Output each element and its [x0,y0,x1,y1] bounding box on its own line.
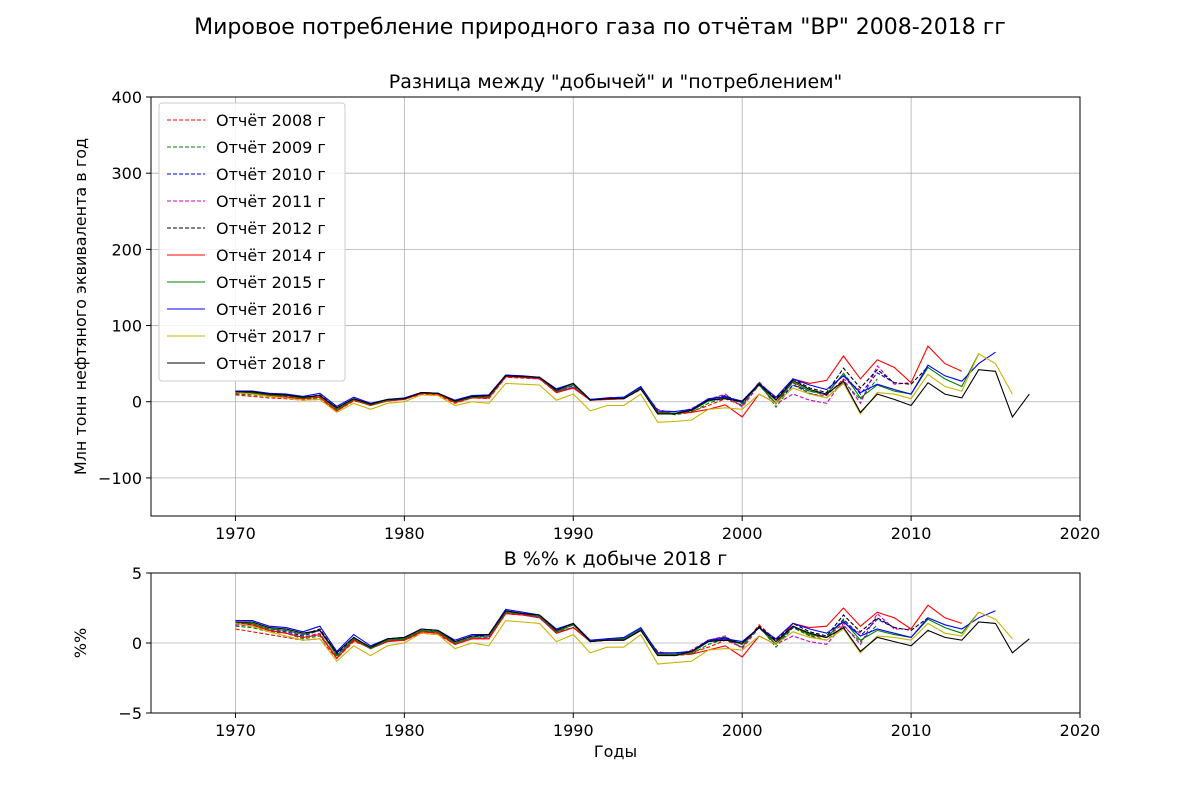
series-line-top-9 [235,352,1013,423]
x-tick-label: 2000 [722,524,763,543]
legend-label: Отчёт 2008 г [216,111,326,130]
legend-label: Отчёт 2014 г [216,246,326,265]
x-tick-label: 1970 [215,524,256,543]
y-tick-label: 400 [111,88,142,107]
legend-label: Отчёт 2011 г [216,192,326,211]
grid-bottom [151,572,1081,714]
figure-title: Мировое потребление природного газа по о… [194,15,1006,40]
y-axis-label-bottom: %% [71,628,90,658]
x-tick-label: 1990 [553,721,594,740]
series-line-bottom-7 [235,611,980,657]
x-tick-label: 2020 [1060,524,1101,543]
series-line-top-10 [235,369,1030,419]
y-tick-label: 5 [132,564,142,583]
legend: Отчёт 2008 г Отчёт 2009 г Отчёт 2010 г Отчё… [158,102,346,382]
series-line-bottom-9 [235,611,1013,665]
y-axis-label-top: Млн тонн нефтяного эквивалента в год [71,138,90,475]
y-tick-label: −100 [98,469,142,488]
series-line-bottom-8 [235,608,996,654]
y-tick-label: −5 [118,704,142,723]
chart-title-top: Разница между "добычей" и "потреблением" [389,71,843,93]
legend-label: Отчёт 2012 г [216,219,326,238]
chart-title-bottom: В %% к добыче 2018 г [504,548,728,570]
legend-label: Отчёт 2017 г [216,327,326,346]
x-tick-label: 2020 [1060,721,1101,740]
legend-label: Отчёт 2010 г [216,165,326,184]
y-tick-label: 100 [111,317,142,336]
x-axis-label-bottom: Годы [594,742,637,761]
ticks-bottom: 1970 1980 1990 2000 2010 2020 −5 0 5 [118,564,1100,740]
x-tick-label: 1980 [384,721,425,740]
legend-label: Отчёт 2018 г [216,354,326,373]
y-tick-label: 200 [111,240,142,259]
plot-frame-top [150,96,1081,517]
x-tick-label: 1970 [215,721,256,740]
series-line-bottom-10 [235,610,1030,657]
chart-percent: 1970 1980 1990 2000 2010 2020 −5 0 5 В %% к добы… [71,548,1100,761]
legend-label: Отчёт 2016 г [216,300,326,319]
y-tick-label: 0 [132,393,142,412]
ticks-top: 1970 1980 1990 2000 2010 2020 −100 0 100 200 300 40… [98,88,1100,543]
x-tick-label: 2000 [722,721,763,740]
legend-box [158,102,346,382]
series-group-bottom [235,604,1030,665]
x-tick-label: 2010 [891,721,932,740]
y-tick-label: 0 [132,634,142,653]
series-group-top [235,345,1030,423]
legend-label: Отчёт 2015 г [216,273,326,292]
x-tick-label: 1980 [384,524,425,543]
x-tick-label: 1990 [553,524,594,543]
series-line-top-8 [235,351,996,413]
y-tick-label: 300 [111,164,142,183]
legend-label: Отчёт 2009 г [216,138,326,157]
x-tick-label: 2010 [891,524,932,543]
chart-difference: 1970 1980 1990 2000 2010 2020 −100 0 100 200 300 40… [71,71,1100,543]
